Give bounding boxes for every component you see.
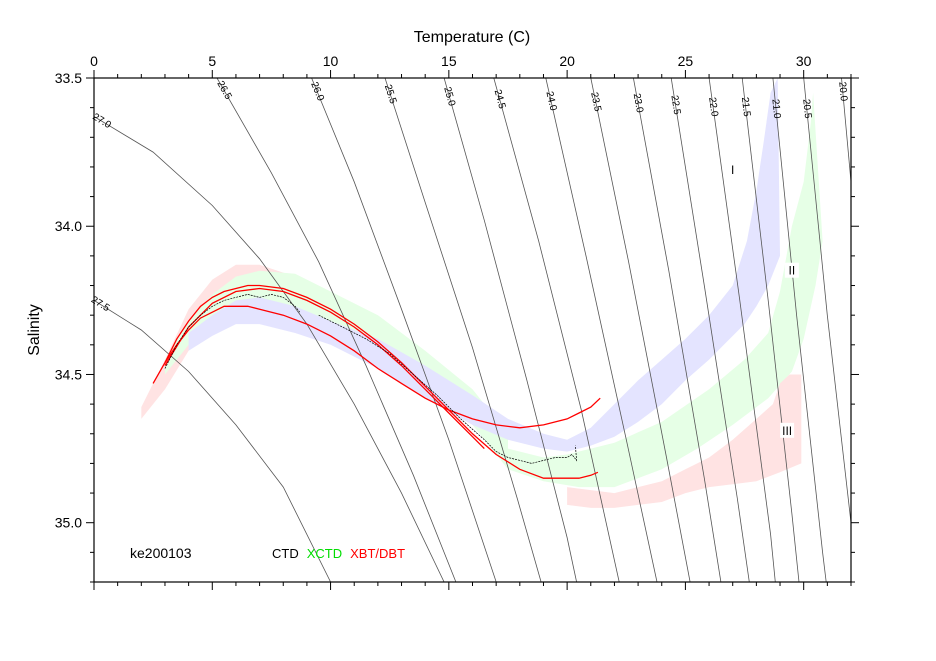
- region-label-i: I: [731, 163, 734, 177]
- isopycnal-line: [590, 78, 691, 582]
- tick-layer: [86, 70, 859, 590]
- isopycnal-label: 21.5: [739, 97, 752, 118]
- isopycnal-label: 22.5: [668, 95, 682, 116]
- x-tick-label: 30: [796, 53, 812, 69]
- isopycnal-line: [841, 78, 851, 182]
- y-tick-label: 35.0: [55, 515, 82, 531]
- envelope-iii: [567, 374, 802, 508]
- isopycnal-line: [94, 300, 331, 582]
- isopycnal-label: 20.0: [836, 81, 849, 102]
- y-tick-label: 34.0: [55, 218, 82, 234]
- isopycnal-line: [545, 78, 658, 582]
- isopycnal-label: 27.5: [89, 294, 112, 314]
- isopycnal-label: 25.5: [382, 83, 399, 105]
- y-tick-label: 33.5: [55, 70, 82, 86]
- isopycnal-line: [741, 78, 800, 582]
- series-layer: [152, 284, 601, 479]
- isopycnal-line: [216, 78, 457, 582]
- isopycnal-label: 22.0: [706, 97, 720, 118]
- series-line-xbt-dbt: [152, 305, 601, 429]
- region-label-iii: III: [782, 424, 792, 438]
- region-label-bg: [784, 262, 799, 278]
- series-line-ctd: [318, 314, 578, 464]
- legend: CTD XCTD XBT/DBT: [272, 546, 405, 561]
- envelope-cold-green: [165, 270, 508, 470]
- x-tick-label: 25: [678, 53, 694, 69]
- series-line-xbt-dbt: [164, 287, 485, 450]
- legend-entry-ctd: CTD: [272, 546, 299, 561]
- x-tick-label: 15: [441, 53, 457, 69]
- y-tick-label: 34.5: [55, 366, 82, 382]
- isopycnal-line: [493, 78, 620, 582]
- isopycnal-label: 20.5: [800, 99, 813, 120]
- envelope-layer: [141, 78, 823, 508]
- isopycnal-line: [772, 78, 827, 582]
- isopycnal-line: [803, 78, 851, 523]
- isopycnal-label: 26.5: [214, 79, 233, 102]
- isopycnal-line: [633, 78, 722, 582]
- x-tick-label: 5: [208, 53, 216, 69]
- isopycnal-label: 21.0: [769, 99, 782, 120]
- isopycnal-label: 25.0: [441, 86, 457, 108]
- region-label-bg: [780, 422, 795, 438]
- isopycnal-label: 24.0: [543, 90, 558, 112]
- envelope-i: [543, 78, 780, 452]
- isopycnal-label: 23.0: [631, 93, 645, 115]
- station-label: ke200103: [130, 545, 192, 561]
- isopycnal-line: [670, 78, 750, 582]
- envelope-ii: [508, 92, 823, 488]
- isopycnal-layer: [94, 78, 851, 582]
- region-label-bg: [725, 161, 740, 177]
- isopycnal-line: [384, 78, 542, 582]
- isopycnal-line: [443, 78, 577, 582]
- isopycnal-label: 23.5: [588, 91, 603, 113]
- legend-entry-xctd: XCTD: [307, 546, 342, 561]
- x-tick-label: 20: [559, 53, 575, 69]
- region-label-ii: II: [789, 264, 796, 278]
- x-axis-title: Temperature (C): [414, 29, 530, 46]
- isopycnal-label: 24.5: [492, 88, 508, 110]
- series-line-ctd: [164, 294, 301, 369]
- y-axis-title: Salinity: [26, 304, 43, 356]
- x-tick-label: 10: [323, 53, 339, 69]
- series-line-xbt-dbt: [164, 284, 599, 479]
- isopycnal-label: 26.0: [308, 80, 326, 103]
- legend-entry-xbt-dbt: XBT/DBT: [350, 546, 405, 561]
- envelope-cold-blue: [188, 297, 544, 449]
- isopycnal-line: [311, 78, 497, 582]
- isopycnal-line: [708, 78, 776, 582]
- x-tick-label: 0: [90, 53, 98, 69]
